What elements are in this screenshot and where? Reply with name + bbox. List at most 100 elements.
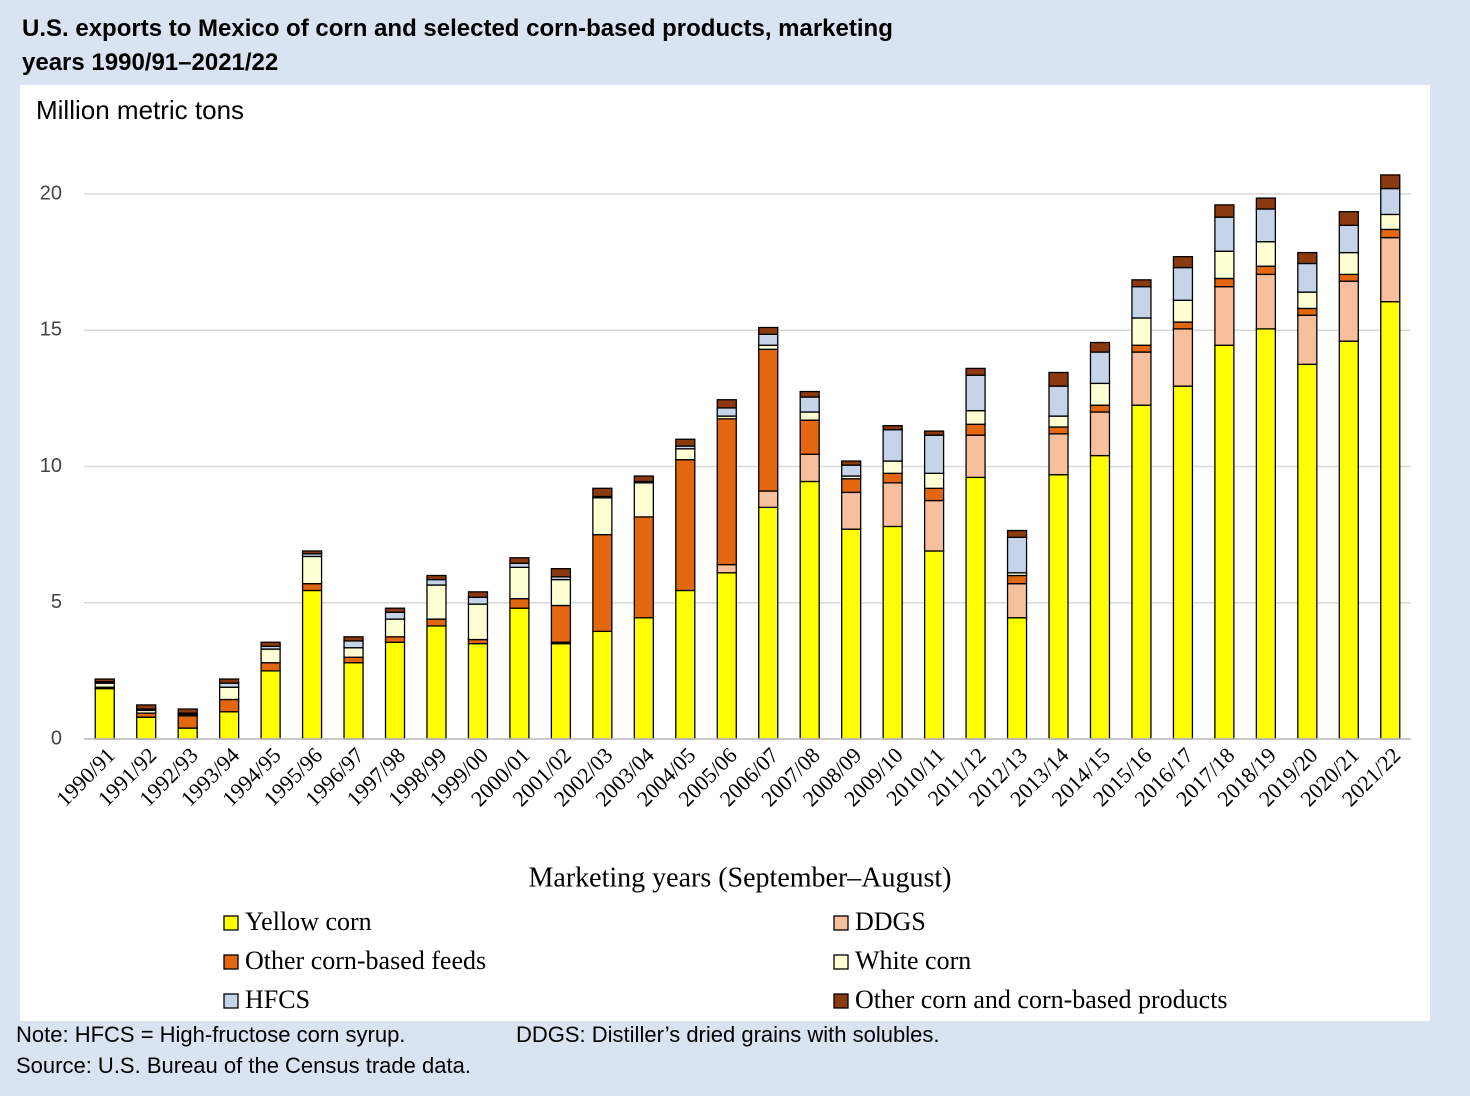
bar-segment — [384, 607, 406, 613]
bar-segment — [177, 715, 198, 729]
bar-segment — [1131, 351, 1152, 406]
bar-segment — [1006, 574, 1028, 585]
legend-label: White corn — [855, 946, 971, 975]
bar-segment — [1214, 285, 1235, 346]
y-tick-label: 10 — [40, 455, 62, 477]
bar-segment — [1297, 251, 1318, 265]
bar-segment — [799, 396, 820, 413]
bar-segment — [1172, 328, 1194, 387]
bar-segment — [1255, 208, 1277, 243]
bar-segment — [1297, 307, 1318, 316]
bar-segment — [1172, 266, 1194, 301]
bar-segment — [1338, 340, 1359, 740]
bar-segment — [1089, 382, 1111, 406]
bar-segment — [675, 459, 696, 592]
bar-segment — [343, 640, 364, 649]
bar-segment — [882, 429, 903, 462]
legend-swatch — [223, 954, 239, 970]
bar-segment — [923, 499, 945, 552]
bar-segment — [1131, 344, 1152, 353]
bar-segment — [675, 438, 696, 447]
bar-segment — [1380, 236, 1401, 303]
bar-segment — [1338, 224, 1359, 254]
bar-segment — [1048, 474, 1069, 740]
bar-segment — [923, 430, 945, 436]
bar-segment — [882, 482, 903, 528]
legend-swatch — [223, 915, 239, 931]
bar-segment — [1255, 241, 1277, 267]
bar-segment — [1297, 262, 1318, 293]
bar-segment — [509, 607, 530, 740]
bar-segment — [965, 476, 986, 740]
bar-segment — [633, 482, 654, 518]
bar-segment — [177, 727, 198, 740]
note: Note: HFCS = High-fructose corn syrup. — [16, 1022, 405, 1047]
bar-segment — [343, 647, 364, 658]
bar-segment — [384, 611, 406, 620]
bar-segment — [550, 604, 572, 643]
bar-segment — [758, 333, 779, 346]
bar-segment — [799, 411, 820, 421]
bar-segment — [177, 708, 198, 714]
bar-segment — [1089, 404, 1111, 413]
bar-segment — [384, 636, 406, 643]
bar-segment — [716, 418, 737, 566]
bar-segment — [633, 516, 654, 619]
bar-segment — [1214, 250, 1235, 280]
legend-label: Other corn-based feeds — [245, 946, 486, 975]
bar-segment — [882, 525, 903, 740]
bar-segment — [716, 407, 737, 417]
bar-segment — [1214, 277, 1235, 288]
bar-segment — [882, 460, 903, 474]
chart-title: U.S. exports to Mexico of corn and selec… — [22, 15, 893, 76]
bar-segment — [1255, 273, 1277, 330]
bar-segment — [301, 550, 323, 555]
y-tick-label: 20 — [40, 182, 62, 204]
bar-segment — [965, 409, 986, 425]
bar-segment — [260, 670, 281, 740]
y-tick-label: 0 — [51, 727, 62, 749]
bar-segment — [343, 656, 364, 664]
bar-segment — [1172, 321, 1194, 330]
bar-segment — [965, 367, 986, 376]
bar-segment — [965, 374, 986, 412]
y-tick-label: 15 — [40, 319, 62, 341]
bar-segment — [1006, 583, 1028, 619]
y-tick-label: 5 — [51, 591, 62, 613]
bar-segment — [301, 583, 323, 592]
bar-segment — [633, 617, 654, 740]
legend-label: HFCS — [245, 985, 310, 1014]
legend-swatch — [833, 915, 849, 931]
bar-segment — [1006, 529, 1028, 538]
bar-segment — [509, 557, 530, 564]
legend-label: Other corn and corn-based products — [855, 985, 1228, 1014]
bar-segment — [675, 589, 696, 740]
bar-segment — [841, 491, 862, 530]
bar-segment — [509, 566, 530, 600]
bar-segment — [301, 555, 323, 585]
bar-segment — [1380, 300, 1401, 740]
bar-segment — [841, 528, 862, 740]
bar-segment — [1089, 341, 1111, 353]
bar-segment — [592, 487, 613, 498]
y-axis-label: Million metric tons — [36, 95, 244, 125]
bar-segment — [633, 475, 654, 483]
bar-segment — [1338, 280, 1359, 342]
x-axis-label: Marketing years (September–August) — [529, 862, 952, 893]
bar-segment — [218, 711, 240, 740]
bar-segment — [136, 704, 157, 710]
bar-segment — [1338, 273, 1359, 282]
legend-label: Yellow corn — [245, 907, 372, 936]
bar-segment — [592, 533, 613, 633]
bar-segment — [550, 642, 572, 740]
bar-segment — [1172, 256, 1194, 269]
bar-segment — [1214, 216, 1235, 252]
bar-segment — [384, 618, 406, 638]
bar-segment — [467, 642, 489, 740]
source: Source: U.S. Bureau of the Census trade … — [16, 1053, 471, 1078]
bar-segment — [1172, 385, 1194, 740]
bar-segment — [467, 591, 489, 598]
bar-segment — [923, 472, 945, 489]
legend-swatch — [223, 993, 239, 1009]
bar-segment — [882, 472, 903, 484]
